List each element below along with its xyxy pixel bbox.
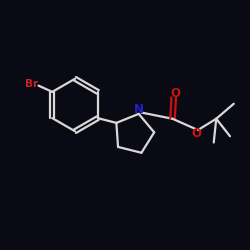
Text: N: N: [134, 103, 144, 116]
Text: Br: Br: [25, 79, 38, 89]
Text: O: O: [170, 87, 180, 100]
Text: O: O: [191, 127, 201, 140]
